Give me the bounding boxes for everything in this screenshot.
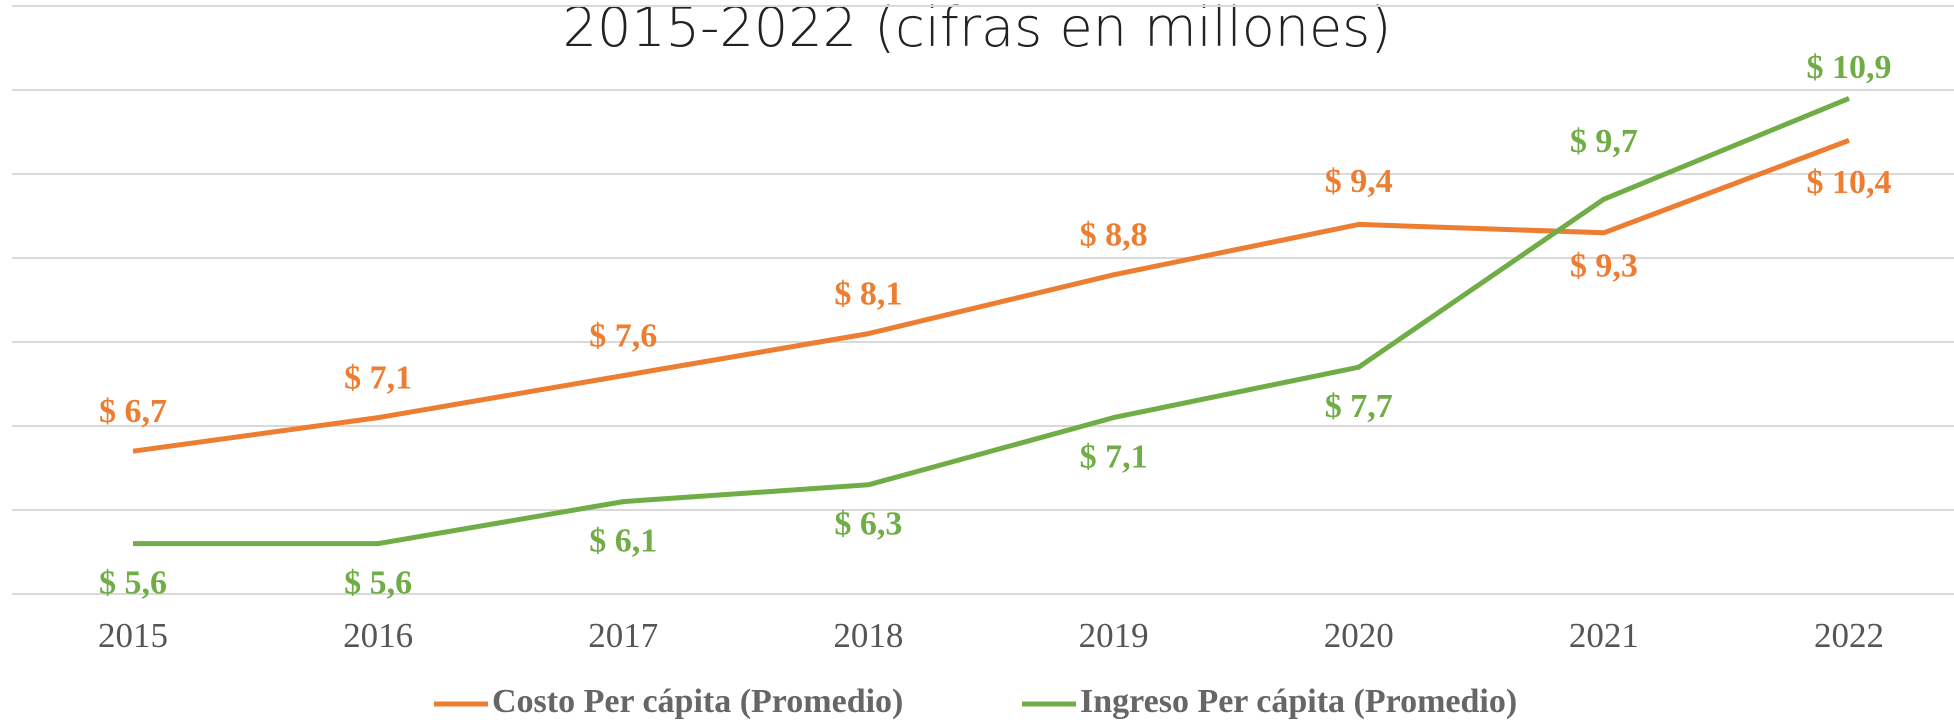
data-label: $ 6,7 bbox=[99, 393, 167, 430]
data-label: $ 5,6 bbox=[99, 564, 167, 601]
data-label: $ 9,3 bbox=[1570, 248, 1638, 285]
data-label: $ 10,4 bbox=[1807, 164, 1892, 201]
data-label: $ 6,1 bbox=[589, 522, 657, 559]
x-tick-label: 2017 bbox=[588, 616, 658, 655]
x-tick-label: 2015 bbox=[98, 616, 168, 655]
data-label: $ 6,3 bbox=[834, 506, 902, 543]
x-tick-label: 2018 bbox=[833, 616, 903, 655]
data-label: $ 7,1 bbox=[344, 359, 412, 396]
legend-label: Costo Per cápita (Promedio) bbox=[492, 683, 903, 720]
legend-label: Ingreso Per cápita (Promedio) bbox=[1080, 683, 1517, 720]
x-tick-label: 2020 bbox=[1324, 616, 1394, 655]
chart-title: 2015-2022 (cifras en millones) bbox=[563, 0, 1392, 59]
x-tick-label: 2019 bbox=[1079, 616, 1149, 655]
data-label: $ 7,1 bbox=[1080, 438, 1148, 475]
data-label: $ 7,7 bbox=[1325, 388, 1393, 425]
data-label: $ 7,6 bbox=[589, 317, 657, 354]
data-label: $ 10,9 bbox=[1807, 49, 1892, 86]
x-tick-label: 2016 bbox=[343, 616, 413, 655]
x-tick-label: 2022 bbox=[1814, 616, 1884, 655]
data-label: $ 5,6 bbox=[344, 564, 412, 601]
series-line bbox=[133, 96, 1850, 547]
data-label: $ 9,4 bbox=[1325, 163, 1393, 200]
data-label: $ 9,7 bbox=[1570, 123, 1638, 160]
data-label: $ 8,8 bbox=[1080, 217, 1148, 254]
data-label: $ 8,1 bbox=[834, 275, 902, 312]
x-tick-label: 2021 bbox=[1569, 616, 1639, 655]
series-line bbox=[132, 138, 1850, 454]
